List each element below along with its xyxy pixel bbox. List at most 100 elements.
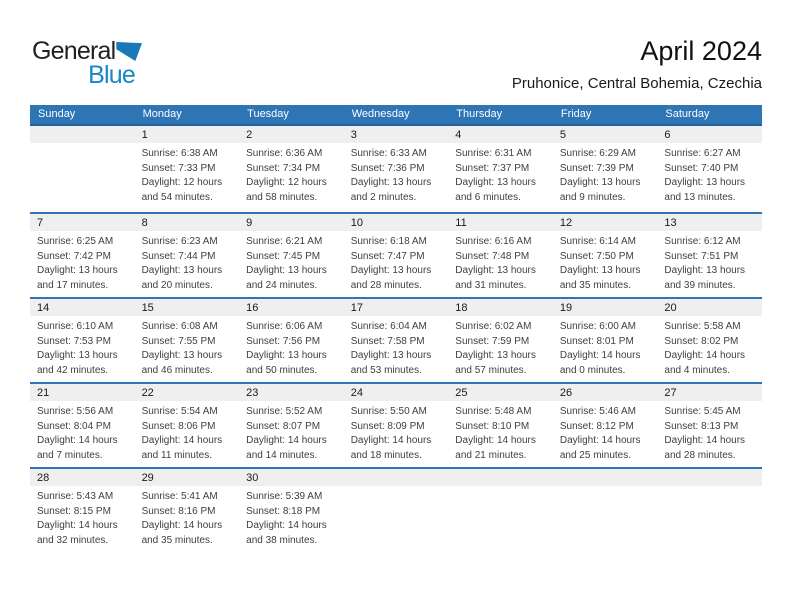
day-detail-line: Daylight: 14 hours <box>141 520 223 531</box>
day-detail-line: Sunset: 8:07 PM <box>246 420 321 432</box>
day-number: 6 <box>657 126 762 143</box>
calendar-day-cell: 20 Sunrise: 5:58 AM Sunset: 8:02 PM Dayligh… <box>657 299 762 382</box>
day-number: 14 <box>30 299 135 316</box>
day-detail-line: Sunset: 8:06 PM <box>141 420 216 432</box>
calendar-day-cell: 19 Sunrise: 6:00 AM Sunset: 8:01 PM Dayligh… <box>552 299 658 382</box>
calendar-day-cell: 15 Sunrise: 6:08 AM Sunset: 7:55 PM Dayligh… <box>134 299 240 382</box>
day-detail-line: and 13 minutes. <box>664 191 736 203</box>
day-detail-line: Sunrise: 6:21 AM <box>246 236 323 247</box>
day-details: Sunrise: 6:29 AM Sunset: 7:39 PM Daylight:… <box>553 143 658 205</box>
day-detail-line: and 58 minutes. <box>246 191 318 203</box>
day-detail-line: Daylight: 13 hours <box>37 265 118 276</box>
day-detail-line: Sunset: 8:15 PM <box>37 505 111 517</box>
weekday-header-row: Sunday Monday Tuesday Wednesday Thursday… <box>30 105 762 126</box>
day-detail-line: Sunset: 8:12 PM <box>559 420 634 432</box>
day-detail-line: Sunset: 8:09 PM <box>350 420 425 432</box>
day-detail-line: Daylight: 14 hours <box>246 520 327 531</box>
day-number: 10 <box>343 214 449 231</box>
day-detail-line: Sunrise: 6:25 AM <box>37 236 114 247</box>
day-detail-line: Sunset: 8:04 PM <box>37 420 111 432</box>
day-detail-line: Daylight: 13 hours <box>350 265 432 276</box>
day-number <box>343 469 449 486</box>
calendar-day-cell <box>552 469 658 561</box>
day-detail-line: Sunrise: 5:43 AM <box>37 491 114 502</box>
day-number: 8 <box>134 214 240 231</box>
day-number: 17 <box>343 299 449 316</box>
day-detail-line: Sunset: 7:40 PM <box>664 162 739 174</box>
day-number: 3 <box>343 126 449 143</box>
calendar-day-cell: 27 Sunrise: 5:45 AM Sunset: 8:13 PM Dayligh… <box>657 384 762 467</box>
calendar-day-cell: 22 Sunrise: 5:54 AM Sunset: 8:06 PM Dayligh… <box>134 384 240 467</box>
day-number: 15 <box>134 299 240 316</box>
day-details: Sunrise: 6:10 AM Sunset: 7:53 PM Daylight:… <box>30 316 135 378</box>
day-detail-line: Daylight: 13 hours <box>559 177 641 188</box>
day-details: Sunrise: 6:33 AM Sunset: 7:36 PM Daylight:… <box>344 143 449 205</box>
day-details: Sunrise: 6:27 AM Sunset: 7:40 PM Daylight:… <box>657 143 762 205</box>
calendar-day-cell: 16 Sunrise: 6:06 AM Sunset: 7:56 PM Dayligh… <box>239 299 344 382</box>
day-detail-line: Daylight: 13 hours <box>37 350 118 361</box>
day-number <box>552 469 658 486</box>
day-detail-line: Sunset: 7:42 PM <box>37 250 111 262</box>
day-detail-line: Sunset: 7:55 PM <box>141 335 216 347</box>
day-detail-line: and 35 minutes. <box>141 534 213 546</box>
day-number: 29 <box>134 469 240 486</box>
day-detail-line: and 32 minutes. <box>37 534 109 546</box>
day-detail-line: Daylight: 13 hours <box>246 350 327 361</box>
day-detail-line: Sunset: 7:53 PM <box>37 335 111 347</box>
day-number: 16 <box>239 299 344 316</box>
day-detail-line: Sunset: 7:33 PM <box>141 162 216 174</box>
day-detail-line: Sunrise: 5:48 AM <box>455 406 532 417</box>
weekday-header-thursday: Thursday <box>456 108 503 120</box>
day-detail-line: and 14 minutes. <box>246 449 318 461</box>
day-details <box>657 486 762 490</box>
day-detail-line: and 18 minutes. <box>350 449 422 461</box>
day-details: Sunrise: 5:48 AM Sunset: 8:10 PM Daylight:… <box>448 401 553 463</box>
day-detail-line: Daylight: 14 hours <box>455 435 536 446</box>
day-details: Sunrise: 5:39 AM Sunset: 8:18 PM Daylight:… <box>239 486 344 548</box>
calendar-day-cell: 17 Sunrise: 6:04 AM Sunset: 7:58 PM Dayligh… <box>343 299 449 382</box>
day-number: 30 <box>239 469 344 486</box>
logo-triangle-icon <box>116 42 142 61</box>
calendar-day-cell: 6 Sunrise: 6:27 AM Sunset: 7:40 PM Daylight… <box>657 126 762 212</box>
day-details: Sunrise: 6:21 AM Sunset: 7:45 PM Daylight:… <box>239 231 344 293</box>
calendar-day-cell <box>657 469 762 561</box>
day-detail-line: Sunset: 7:36 PM <box>350 162 425 174</box>
day-details: Sunrise: 6:38 AM Sunset: 7:33 PM Daylight:… <box>135 143 240 205</box>
day-detail-line: Sunrise: 6:10 AM <box>37 321 114 332</box>
day-number: 19 <box>552 299 658 316</box>
day-detail-line: and 42 minutes. <box>37 364 109 376</box>
day-detail-line: Daylight: 14 hours <box>559 435 641 446</box>
day-number: 4 <box>448 126 553 143</box>
day-detail-line: Daylight: 14 hours <box>141 435 223 446</box>
day-detail-line: and 50 minutes. <box>246 364 318 376</box>
calendar-day-cell: 7 Sunrise: 6:25 AM Sunset: 7:42 PM Daylight… <box>30 214 135 297</box>
day-number <box>448 469 553 486</box>
day-number: 25 <box>448 384 553 401</box>
day-detail-line: and 20 minutes. <box>141 279 213 291</box>
calendar-day-cell: 2 Sunrise: 6:36 AM Sunset: 7:34 PM Daylight… <box>239 126 344 212</box>
weekday-header-tuesday: Tuesday <box>247 108 289 120</box>
day-detail-line: Sunset: 7:51 PM <box>664 250 739 262</box>
day-detail-line: Daylight: 13 hours <box>350 350 432 361</box>
day-detail-line: and 4 minutes. <box>664 364 731 376</box>
day-details: Sunrise: 6:23 AM Sunset: 7:44 PM Daylight:… <box>135 231 240 293</box>
calendar-day-cell: 24 Sunrise: 5:50 AM Sunset: 8:09 PM Dayligh… <box>343 384 449 467</box>
day-detail-line: Sunrise: 5:46 AM <box>559 406 636 417</box>
day-detail-line: Daylight: 12 hours <box>246 177 327 188</box>
day-detail-line: and 28 minutes. <box>664 449 736 461</box>
day-number: 11 <box>448 214 553 231</box>
calendar-day-cell: 11 Sunrise: 6:16 AM Sunset: 7:48 PM Dayligh… <box>448 214 553 297</box>
calendar-day-cell: 10 Sunrise: 6:18 AM Sunset: 7:47 PM Dayligh… <box>343 214 449 297</box>
day-detail-line: Sunrise: 6:31 AM <box>455 148 532 159</box>
day-detail-line: Sunset: 8:10 PM <box>455 420 530 432</box>
day-detail-line: and 31 minutes. <box>455 279 527 291</box>
day-details: Sunrise: 6:16 AM Sunset: 7:48 PM Daylight:… <box>448 231 553 293</box>
day-detail-line: Sunrise: 5:50 AM <box>350 406 427 417</box>
day-detail-line: Daylight: 14 hours <box>37 520 118 531</box>
day-detail-line: Sunrise: 5:58 AM <box>664 321 741 332</box>
day-detail-line: and 17 minutes. <box>37 279 109 291</box>
day-detail-line: and 24 minutes. <box>246 279 318 291</box>
day-detail-line: Sunset: 8:02 PM <box>664 335 739 347</box>
calendar-day-cell: 26 Sunrise: 5:46 AM Sunset: 8:12 PM Dayligh… <box>552 384 658 467</box>
day-details: Sunrise: 5:46 AM Sunset: 8:12 PM Daylight:… <box>553 401 658 463</box>
